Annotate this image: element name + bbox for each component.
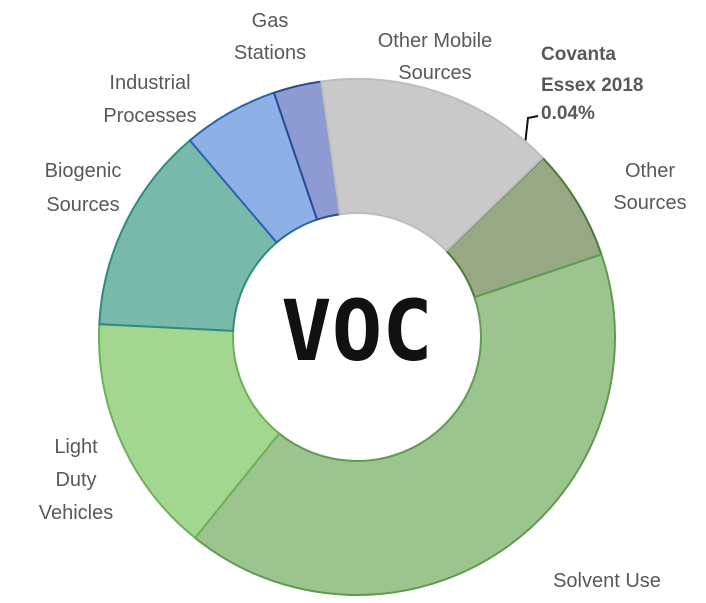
segment [193, 253, 616, 596]
segment [98, 139, 279, 332]
category-label: Covanta Essex 2018 [541, 44, 644, 96]
segment [98, 323, 281, 540]
segment [320, 78, 545, 253]
category-label: Solvent Use [553, 570, 661, 592]
category-label: Other Sources [613, 160, 686, 214]
center-label: VOC [281, 282, 433, 380]
category-label: Light Duty Vehicles [39, 436, 114, 524]
value-label: 0.04% [541, 103, 595, 124]
ring [98, 78, 616, 596]
category-label: Biogenic Sources [45, 160, 122, 216]
category-label: Industrial Processes [103, 72, 196, 127]
category-label: Other Mobile Sources [378, 30, 493, 84]
category-label: Gas Stations [234, 10, 306, 64]
